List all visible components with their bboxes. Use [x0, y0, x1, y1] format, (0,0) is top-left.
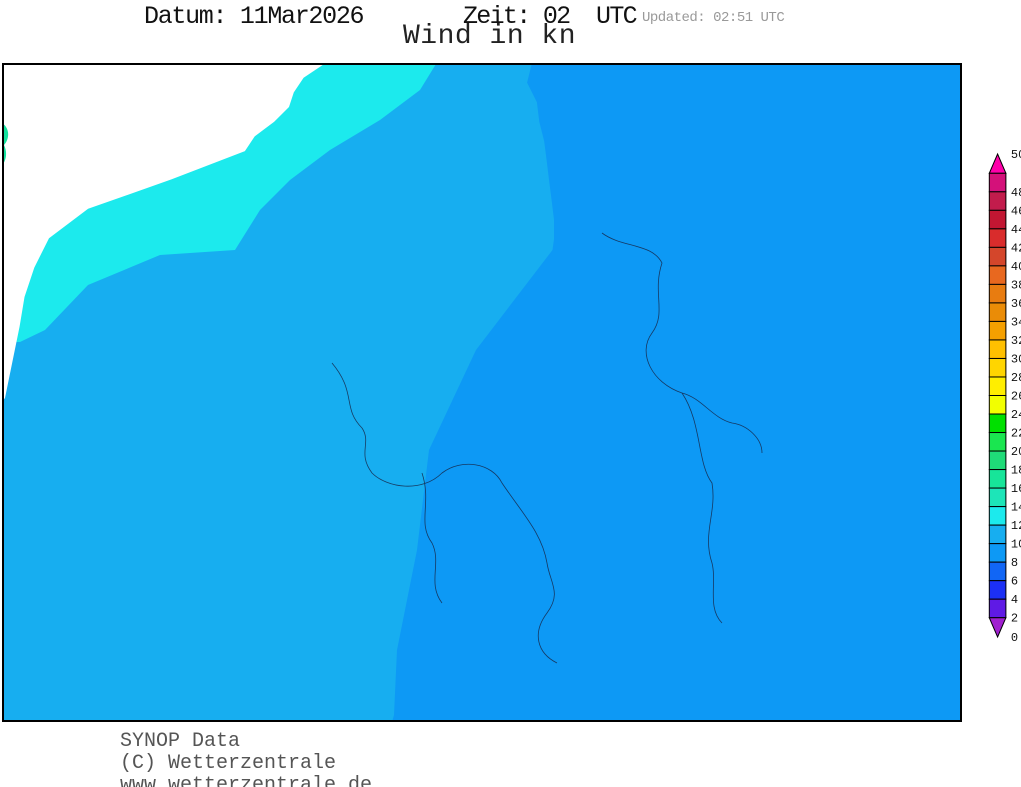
- svg-text:6: 6: [1011, 575, 1018, 589]
- svg-text:0: 0: [1011, 631, 1018, 645]
- svg-text:32: 32: [1011, 334, 1021, 348]
- svg-text:4: 4: [1011, 593, 1018, 607]
- svg-text:34: 34: [1011, 315, 1021, 329]
- svg-text:46: 46: [1011, 204, 1021, 218]
- svg-text:12: 12: [1011, 519, 1021, 533]
- svg-text:20: 20: [1011, 445, 1021, 459]
- svg-text:24: 24: [1011, 408, 1021, 422]
- svg-text:48: 48: [1011, 186, 1021, 200]
- svg-text:8: 8: [1011, 556, 1018, 570]
- svg-text:18: 18: [1011, 464, 1021, 478]
- svg-text:42: 42: [1011, 241, 1021, 255]
- svg-text:50: 50: [1011, 148, 1021, 162]
- svg-text:38: 38: [1011, 278, 1021, 292]
- svg-text:26: 26: [1011, 390, 1021, 404]
- svg-text:28: 28: [1011, 371, 1021, 385]
- svg-text:44: 44: [1011, 223, 1021, 237]
- svg-text:10: 10: [1011, 538, 1021, 552]
- svg-text:14: 14: [1011, 501, 1021, 515]
- svg-text:30: 30: [1011, 353, 1021, 367]
- svg-text:22: 22: [1011, 427, 1021, 441]
- svg-text:40: 40: [1011, 260, 1021, 274]
- svg-text:2: 2: [1011, 612, 1018, 626]
- svg-text:36: 36: [1011, 297, 1021, 311]
- svg-text:16: 16: [1011, 482, 1021, 496]
